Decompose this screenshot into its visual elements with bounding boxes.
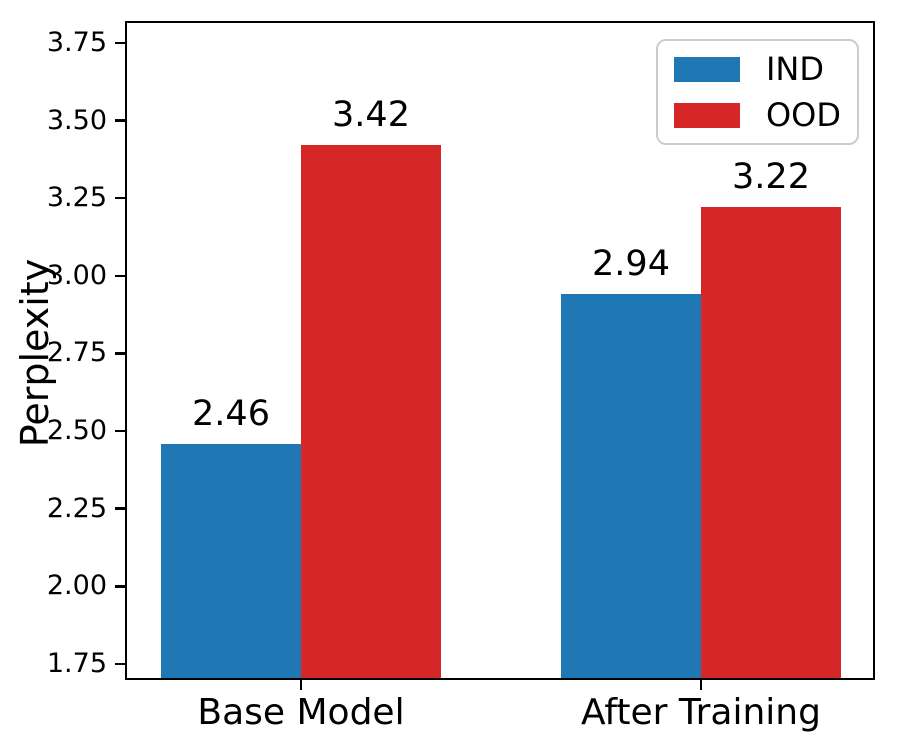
- y-tick-label: 2.50: [46, 415, 107, 447]
- legend-entry-ood: OOD: [673, 96, 841, 134]
- x-tick-label: Base Model: [197, 692, 405, 733]
- y-tick-mark: [115, 662, 125, 666]
- y-tick-label: 3.00: [46, 259, 107, 291]
- y-tick-label: 2.25: [46, 492, 107, 524]
- bar-ood-0: [301, 145, 441, 678]
- legend-entry-ind: IND: [673, 50, 841, 88]
- y-tick-mark: [115, 352, 125, 355]
- y-tick-mark: [115, 119, 125, 122]
- x-tick-label: After Training: [581, 692, 821, 733]
- y-tick-mark: [115, 196, 125, 200]
- x-tick-mark: [699, 680, 703, 690]
- bar-value-label-ind-0: 2.46: [192, 393, 270, 434]
- y-tick-label: 3.50: [46, 104, 107, 136]
- y-tick-label: 2.75: [46, 337, 107, 369]
- legend-swatch-ind: [673, 56, 740, 82]
- legend-swatch-ood: [673, 102, 740, 128]
- bar-value-label-ood-1: 3.22: [732, 157, 810, 198]
- y-tick-label: 2.00: [46, 570, 107, 602]
- y-tick-mark: [115, 41, 125, 45]
- bar-value-label-ind-1: 2.94: [592, 244, 670, 285]
- bar-value-label-ood-0: 3.42: [332, 95, 410, 136]
- bar-ind-0: [161, 443, 301, 678]
- bar-ood-1: [701, 207, 841, 678]
- y-tick-label: 3.75: [46, 26, 107, 58]
- legend: IND OOD: [655, 39, 859, 145]
- legend-label-ind: IND: [765, 50, 824, 88]
- y-tick-mark: [115, 429, 125, 433]
- y-tick-label: 1.75: [46, 648, 107, 680]
- legend-label-ood: OOD: [765, 96, 841, 134]
- y-tick-mark: [115, 507, 125, 510]
- y-tick-mark: [115, 274, 125, 278]
- y-tick-label: 3.25: [46, 182, 107, 214]
- y-tick-mark: [115, 585, 125, 588]
- x-tick-mark: [299, 680, 303, 690]
- bar-ind-1: [561, 294, 701, 678]
